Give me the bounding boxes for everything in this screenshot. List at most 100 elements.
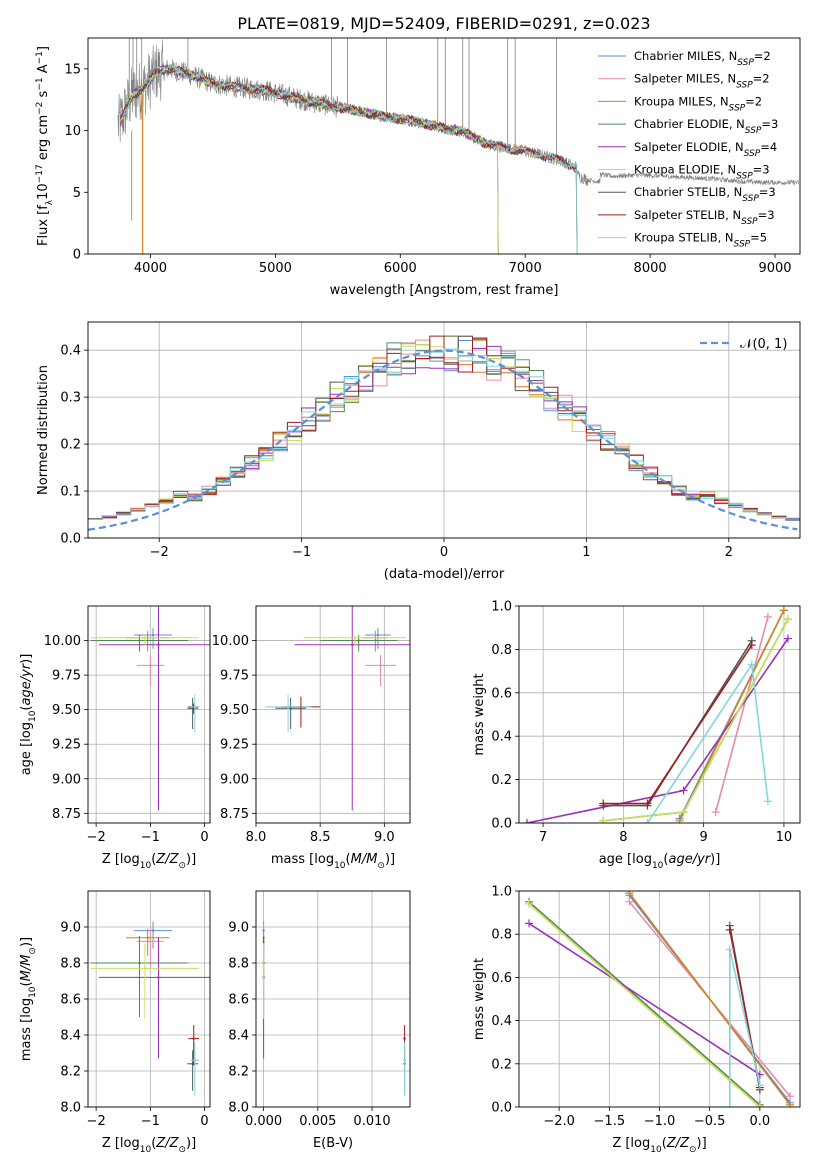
y-tick-label: 5 xyxy=(73,186,81,201)
legend-entry: Chabrier MILES, NSSP=2 xyxy=(634,49,771,68)
x-tick-label: −0.5 xyxy=(694,1114,726,1129)
residual-histogram xyxy=(88,345,800,520)
x-tick-label: −1 xyxy=(292,545,311,560)
label-part: )] xyxy=(697,1136,707,1151)
axes-frame xyxy=(87,890,211,1108)
y-tick-label: 8.6 xyxy=(228,993,249,1008)
axes-frame xyxy=(87,321,801,539)
label-part: SSP xyxy=(736,81,753,91)
label-part: 10 xyxy=(28,986,38,998)
legend-entry: Kroupa MILES, NSSP=2 xyxy=(634,94,762,113)
label-part: )] xyxy=(19,654,34,664)
label-part: SSP xyxy=(734,240,751,250)
x-tick-label: −1 xyxy=(141,1114,160,1129)
y-tick-label: 1.0 xyxy=(491,885,512,900)
label-part: λ xyxy=(45,199,55,205)
x-axis-label: wavelength [Angstrom, rest frame] xyxy=(330,283,559,298)
y-tick-label: 0.3 xyxy=(60,391,81,406)
y-tick-label: 0.8 xyxy=(491,928,512,943)
legend-entry: Salpeter ELODIE, NSSP=4 xyxy=(634,140,777,159)
weight-line xyxy=(714,616,769,813)
x-tick-label: 4000 xyxy=(134,261,167,276)
label-part: Z/Z xyxy=(155,1136,179,1151)
y-tick-label: 10 xyxy=(64,124,81,139)
x-tick-label: 9000 xyxy=(758,261,791,276)
y-axis-label: Normed distribution xyxy=(36,365,51,495)
weight-line xyxy=(528,901,761,1106)
axes-frame xyxy=(87,605,211,824)
x-tick-label: 7000 xyxy=(509,261,542,276)
data-point xyxy=(149,940,152,943)
data-point xyxy=(151,633,155,637)
y-axis-label: age [log10(age/yr)] xyxy=(19,654,38,776)
weight-marker xyxy=(525,919,534,928)
legend-entry: Salpeter MILES, NSSP=2 xyxy=(634,72,770,91)
label-part: =3 xyxy=(759,185,776,199)
weight-marker xyxy=(643,799,652,808)
weight-line xyxy=(628,892,791,1106)
data-point xyxy=(143,636,147,639)
age_vs_mass-axes: 8.0 8.5 9.0 8.75 9.00 9.25 9.50 9.75 10.00 mass [… xyxy=(212,605,411,871)
gaussian-curve xyxy=(88,349,798,531)
axes-frame xyxy=(518,890,801,1108)
data-point xyxy=(403,1037,406,1040)
label-part: 10 xyxy=(28,710,38,722)
axes-root: 4000 5000 6000 7000 8000 9000051015wavelength… xyxy=(19,37,801,1155)
data-point xyxy=(157,976,160,979)
x-tick-label: −2 xyxy=(150,545,169,560)
x-axis-label: Z [log10(Z/Z⊙)] xyxy=(612,1136,706,1155)
y-tick-label: 9.50 xyxy=(52,703,81,718)
label-part: Flux [f xyxy=(36,205,51,246)
y-tick-label: 0.2 xyxy=(491,1057,512,1072)
y-tick-label: 0.2 xyxy=(491,773,512,788)
legend-entry: Chabrier STELIB, NSSP=3 xyxy=(634,185,776,204)
y-tick-label: 9.0 xyxy=(60,921,81,936)
data-point xyxy=(376,633,380,637)
data-point xyxy=(403,1059,406,1062)
y-axis-label: mass [log10(M/M⊙)] xyxy=(19,937,38,1061)
plot-area xyxy=(90,606,210,811)
plot-area xyxy=(525,891,794,1107)
weight-marker xyxy=(785,1092,794,1101)
label-part: −1 xyxy=(35,51,45,64)
model-fit-line xyxy=(120,64,499,254)
label-part: ⊙ xyxy=(178,1145,186,1155)
x-axis-label: mass [log10(M/M⊙)] xyxy=(271,852,395,871)
label-part: =3 xyxy=(761,117,778,131)
axes-frame xyxy=(518,605,801,824)
weight-marker xyxy=(755,1103,764,1107)
label-part: =5 xyxy=(750,231,767,245)
y-tick-label: 0.4 xyxy=(60,344,81,359)
y-tick-label: 9.25 xyxy=(220,738,249,753)
x-axis-label: Z [log10(Z/Z⊙)] xyxy=(102,1136,196,1155)
x-tick-label: 8.5 xyxy=(310,830,331,845)
y-tick-label: 0.4 xyxy=(491,730,512,745)
plot-area xyxy=(90,921,210,1097)
x-tick-label: 0 xyxy=(200,1114,208,1129)
label-part: ⊙ xyxy=(28,947,38,955)
label-part: SSP xyxy=(744,149,761,159)
axes-frame xyxy=(255,605,411,824)
weight-marker xyxy=(725,1103,734,1107)
plot-area xyxy=(117,38,799,254)
label-part: 10 xyxy=(36,183,51,200)
y-tick-label: 8.2 xyxy=(228,1065,249,1080)
axes-frame xyxy=(87,37,801,255)
label-part: 10 xyxy=(652,861,664,871)
y-tick-label: 9.75 xyxy=(220,669,249,684)
weight-marker xyxy=(785,1100,794,1107)
mass_vs_EBV-axes: 0.000 0.005 0.010 8.0 8.2 8.4 8.6 8.8 9.0 xyxy=(228,890,411,1129)
data-point xyxy=(149,664,152,667)
label-part: −17 xyxy=(35,164,45,183)
weight-marker xyxy=(783,615,792,624)
y-tick-label: 15 xyxy=(64,62,81,77)
model-fit-line xyxy=(120,66,578,254)
label-part: SSP xyxy=(742,194,759,204)
data-point xyxy=(351,643,354,646)
weight-marker xyxy=(747,641,756,650)
label-part: ( xyxy=(346,852,351,867)
label-part: Z/Z xyxy=(666,1136,690,1151)
label-part: Z [log xyxy=(102,1136,140,1151)
plot-area xyxy=(523,606,792,823)
label-part: mass [log xyxy=(271,852,334,867)
